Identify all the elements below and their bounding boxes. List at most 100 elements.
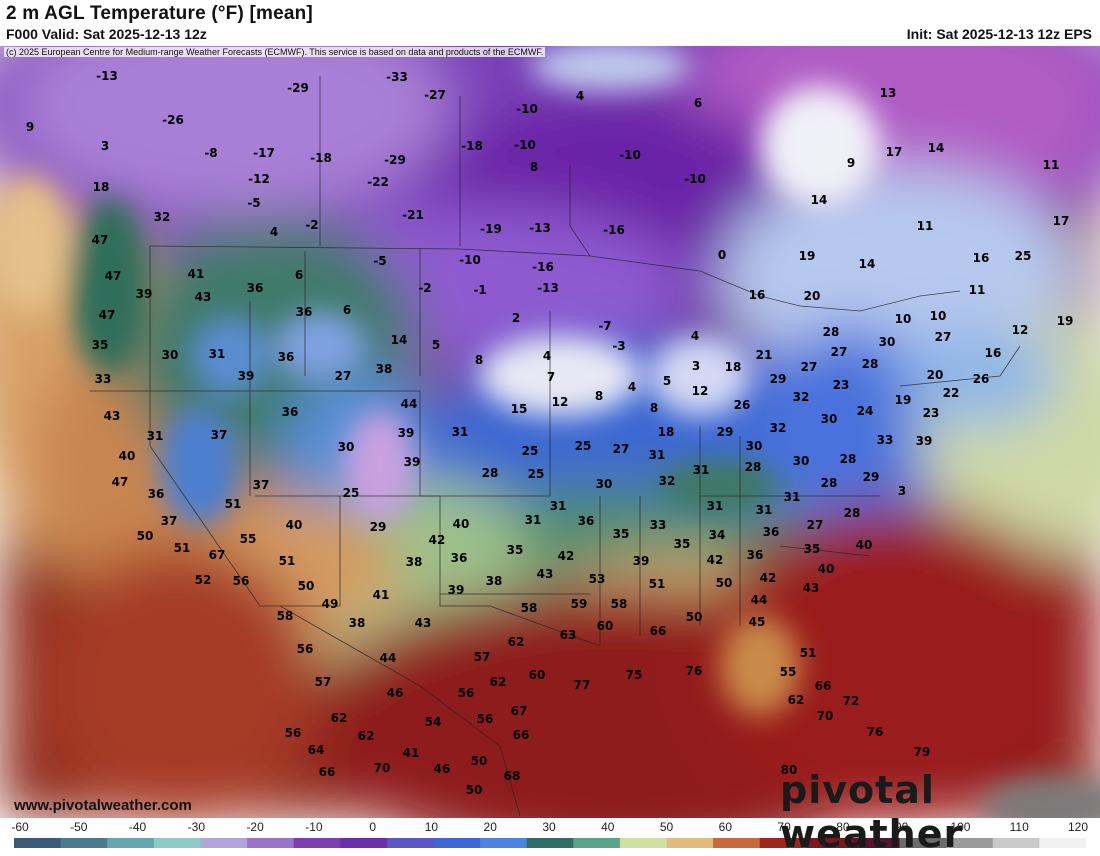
temperature-value: 42 xyxy=(429,533,446,547)
temperature-value: -3 xyxy=(612,339,625,353)
temperature-value: -22 xyxy=(367,175,389,189)
temperature-value: -13 xyxy=(537,281,559,295)
temperature-value: 47 xyxy=(105,269,122,283)
temperature-value: -29 xyxy=(384,153,406,167)
temperature-detail xyxy=(0,46,1100,818)
temperature-value: 30 xyxy=(338,440,355,454)
valid-time: F000 Valid: Sat 2025-12-13 12z xyxy=(6,26,207,42)
temperature-value: 30 xyxy=(596,477,613,491)
temperature-value: 5 xyxy=(663,374,671,388)
temperature-value: 58 xyxy=(521,601,538,615)
temperature-value: 79 xyxy=(914,745,931,759)
color-scale-segment xyxy=(946,838,994,848)
temperature-value: 43 xyxy=(195,290,212,304)
temperature-value: 46 xyxy=(434,762,451,776)
temperature-value: 55 xyxy=(240,532,257,546)
temperature-value: 28 xyxy=(840,452,857,466)
temperature-value: 8 xyxy=(530,160,538,174)
temperature-value: 7 xyxy=(547,370,555,384)
temperature-value: 42 xyxy=(558,549,575,563)
temperature-value: 47 xyxy=(92,233,109,247)
temperature-value: 8 xyxy=(595,389,603,403)
boundary-lines xyxy=(90,76,1021,817)
map-title: 2 m AGL Temperature (°F) [mean] xyxy=(6,3,313,24)
color-scale-bar: -60 -50 -40 -30 -20 -10 0 10 20 30 40 50 60 70 80 90 100… xyxy=(0,818,1100,850)
temperature-value: 50 xyxy=(471,754,488,768)
temperature-value: 58 xyxy=(611,597,628,611)
temperature-value: 44 xyxy=(380,651,397,665)
temperature-value: 38 xyxy=(376,362,393,376)
color-scale-segment xyxy=(480,838,528,848)
temperature-value: 27 xyxy=(801,360,818,374)
temperature-value: 30 xyxy=(746,439,763,453)
temperature-value: 56 xyxy=(233,574,250,588)
temperature-value: 18 xyxy=(93,180,110,194)
website-link[interactable]: www.pivotalweather.com xyxy=(14,797,192,814)
temperature-value: 44 xyxy=(751,593,768,607)
temperature-value: 6 xyxy=(343,303,351,317)
temperature-value: 14 xyxy=(859,257,876,271)
color-scale-segment xyxy=(992,838,1040,848)
temperature-value: -10 xyxy=(684,172,706,186)
temperature-value: 53 xyxy=(589,572,606,586)
color-scale-tick: -10 xyxy=(305,820,323,834)
temperature-value: 42 xyxy=(760,571,777,585)
temperature-value: 6 xyxy=(694,96,702,110)
temperature-value: 56 xyxy=(458,686,475,700)
temperature-value: -5 xyxy=(247,196,260,210)
temperature-value: 14 xyxy=(811,193,828,207)
temperature-value: 50 xyxy=(466,783,483,797)
temperature-value: 19 xyxy=(895,393,912,407)
temperature-value: 44 xyxy=(401,397,418,411)
temperature-value: 11 xyxy=(969,283,986,297)
temperature-value: 46 xyxy=(387,686,404,700)
temperature-value: 51 xyxy=(225,497,242,511)
temperature-value: 50 xyxy=(686,610,703,624)
temperature-value: 4 xyxy=(543,349,551,363)
temperature-value: 19 xyxy=(1057,314,1074,328)
init-time: Init: Sat 2025-12-13 12z EPS xyxy=(906,26,1092,42)
temperature-value: 42 xyxy=(707,553,724,567)
color-scale-segment xyxy=(247,838,295,848)
color-scale-tick: 20 xyxy=(483,820,497,834)
color-scale-tick: -20 xyxy=(246,820,264,834)
temperature-value: 39 xyxy=(404,455,421,469)
temperature-value: 39 xyxy=(238,369,255,383)
temperature-value: 4 xyxy=(270,225,278,239)
color-scale-tick: -50 xyxy=(70,820,88,834)
temperature-value: 16 xyxy=(749,288,766,302)
temperature-value: 66 xyxy=(319,765,336,779)
copyright-notice: (c) 2025 European Centre for Medium-rang… xyxy=(4,47,546,57)
temperature-value: 9 xyxy=(26,120,34,134)
temperature-value: 38 xyxy=(486,574,503,588)
color-scale-segment xyxy=(60,838,108,848)
temperature-value: 30 xyxy=(793,454,810,468)
temperature-value: 32 xyxy=(154,210,171,224)
temperature-value: 27 xyxy=(335,369,352,383)
temperature-value: 35 xyxy=(507,543,524,557)
temperature-value: 60 xyxy=(529,668,546,682)
temperature-value: 4 xyxy=(691,329,699,343)
temperature-value: 26 xyxy=(973,372,990,386)
color-scale-segment xyxy=(899,838,947,848)
temperature-value: 10 xyxy=(895,312,912,326)
temperature-value: 27 xyxy=(807,518,824,532)
temperature-map[interactable]: -13 -29 -33 -27 4 6 13 9 -26 -10 3 -8 -17 -18 -29 -18 -1… xyxy=(0,46,1100,818)
temperature-value: 64 xyxy=(308,743,325,757)
temperature-value: 28 xyxy=(821,476,838,490)
temperature-value: 27 xyxy=(935,330,952,344)
temperature-value: 41 xyxy=(403,746,420,760)
temperature-value: -33 xyxy=(386,70,408,84)
temperature-value: 59 xyxy=(571,597,588,611)
temperature-value: -19 xyxy=(480,222,502,236)
temperature-value: 40 xyxy=(856,538,873,552)
temperature-value: 16 xyxy=(973,251,990,265)
temperature-value: 43 xyxy=(104,409,121,423)
temperature-value: 57 xyxy=(474,650,491,664)
color-scale-tick: 120 xyxy=(1067,820,1089,834)
temperature-value: 12 xyxy=(552,395,569,409)
temperature-value: 23 xyxy=(923,406,940,420)
temperature-value: 50 xyxy=(298,579,315,593)
color-scale-tick: -40 xyxy=(128,820,147,834)
color-scale-segment xyxy=(619,838,668,848)
